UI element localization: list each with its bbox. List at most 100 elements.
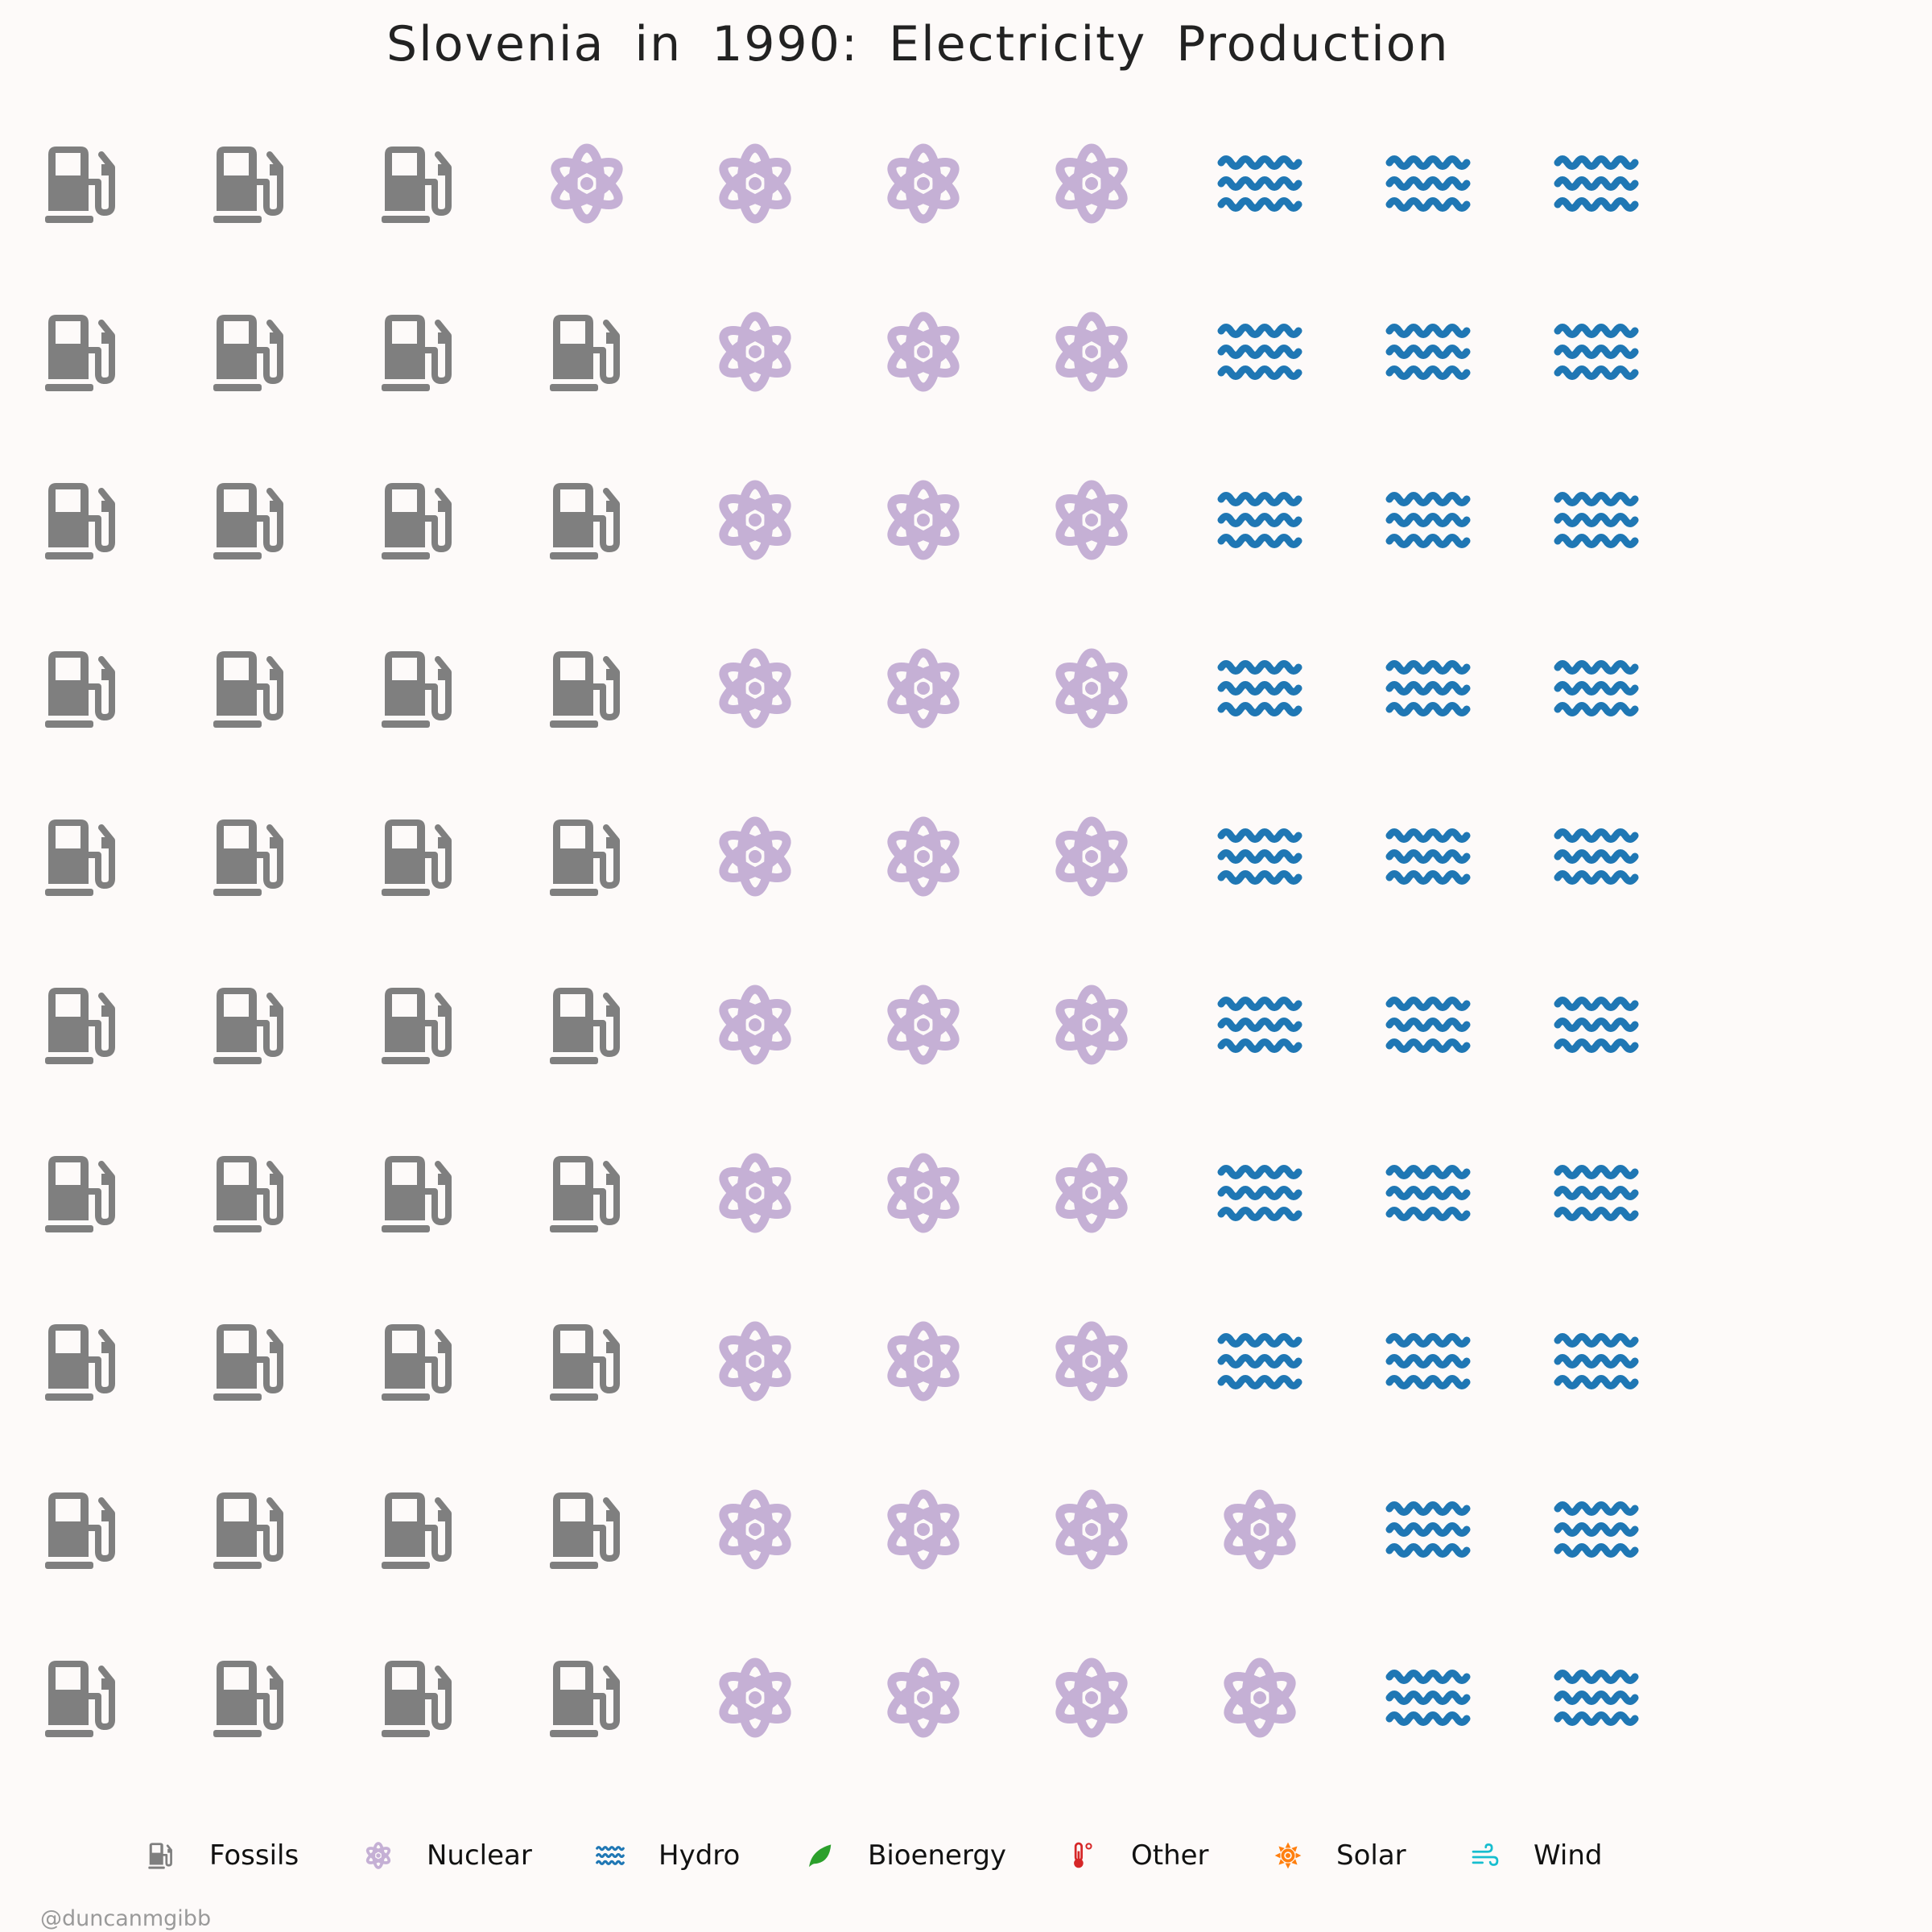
- fuel-pump-icon: [45, 1492, 115, 1569]
- atom-icon: [1055, 648, 1128, 729]
- atom-icon: [719, 816, 791, 897]
- fuel-pump-icon: [213, 315, 283, 391]
- atom-icon: [887, 1321, 960, 1402]
- atom-icon: [1055, 985, 1128, 1065]
- atom-icon: [719, 1153, 791, 1233]
- fuel-pump-icon: [213, 147, 283, 223]
- water-waves-icon: [1385, 1333, 1471, 1389]
- atom-icon: [719, 143, 791, 224]
- atom-icon: [1055, 143, 1128, 224]
- water-waves-icon: [1217, 155, 1302, 212]
- fuel-pump-icon: [382, 651, 452, 728]
- fuel-pump-icon: [382, 819, 452, 896]
- fuel-pump-icon: [45, 1661, 115, 1737]
- water-waves-icon: [1385, 660, 1471, 716]
- water-waves-icon: [1217, 828, 1302, 885]
- fuel-pump-icon: [213, 483, 283, 559]
- water-waves-icon: [1385, 828, 1471, 885]
- credit: @duncanmgibb: [40, 1906, 212, 1931]
- water-waves-icon: [1385, 155, 1471, 212]
- legend: Fossils Nuclear Hydro Bioenergy Other Solar Wi…: [148, 1839, 1602, 1872]
- water-waves-icon: [1554, 155, 1639, 212]
- legend-label: Nuclear: [427, 1839, 532, 1872]
- water-waves-icon: [1554, 1501, 1639, 1558]
- sun-icon: [1274, 1842, 1302, 1869]
- atom-icon: [365, 1842, 391, 1869]
- fuel-pump-icon: [45, 1156, 115, 1232]
- fuel-pump-icon: [45, 483, 115, 559]
- fuel-pump-icon: [213, 819, 283, 896]
- water-waves-icon: [1554, 997, 1639, 1053]
- fuel-pump-icon: [45, 819, 115, 896]
- fuel-pump-icon: [550, 483, 620, 559]
- water-waves-icon: [1217, 660, 1302, 716]
- atom-icon: [719, 312, 791, 392]
- leaf-icon: [809, 1844, 832, 1868]
- fuel-pump-icon: [382, 1156, 452, 1232]
- legend-label: Other: [1131, 1839, 1209, 1872]
- water-waves-icon: [1217, 324, 1302, 380]
- atom-icon: [1055, 312, 1128, 392]
- fuel-pump-icon: [550, 1156, 620, 1232]
- fuel-pump-icon: [550, 1661, 620, 1737]
- fuel-pump-icon: [382, 483, 452, 559]
- atom-icon: [887, 143, 960, 224]
- atom-icon: [719, 480, 791, 560]
- water-waves-icon: [1385, 1165, 1471, 1221]
- atom-icon: [887, 648, 960, 729]
- water-waves-icon: [1554, 828, 1639, 885]
- water-waves-icon: [1217, 492, 1302, 548]
- water-waves-icon: [1217, 1333, 1302, 1389]
- fuel-pump-icon: [550, 819, 620, 896]
- fuel-pump-icon: [550, 988, 620, 1064]
- fuel-pump-icon: [213, 651, 283, 728]
- legend-item: Bioenergy: [809, 1839, 1006, 1872]
- atom-icon: [887, 1657, 960, 1738]
- water-waves-icon: [1385, 492, 1471, 548]
- legend-label: Fossils: [209, 1839, 299, 1872]
- atom-icon: [1055, 1153, 1128, 1233]
- water-waves-icon: [1217, 997, 1302, 1053]
- atom-icon: [887, 985, 960, 1065]
- atom-icon: [1055, 1657, 1128, 1738]
- thermometer-icon: [1074, 1842, 1092, 1868]
- fuel-pump-icon: [382, 1324, 452, 1401]
- fuel-pump-icon: [382, 988, 452, 1064]
- atom-icon: [887, 480, 960, 560]
- legend-item: Solar: [1274, 1839, 1406, 1872]
- fuel-pump-icon: [550, 1324, 620, 1401]
- legend-item: Wind: [1472, 1839, 1602, 1872]
- waffle-chart: [45, 143, 1639, 1738]
- atom-icon: [887, 1489, 960, 1570]
- legend-item: Hydro: [596, 1839, 740, 1872]
- fuel-pump-icon: [382, 315, 452, 391]
- atom-icon: [719, 1489, 791, 1570]
- atom-icon: [1055, 1489, 1128, 1570]
- fuel-pump-icon: [550, 651, 620, 728]
- legend-label: Wind: [1534, 1839, 1602, 1872]
- fuel-pump-icon: [382, 147, 452, 223]
- atom-icon: [719, 985, 791, 1065]
- water-waves-icon: [1554, 324, 1639, 380]
- atom-icon: [887, 1153, 960, 1233]
- fuel-pump-icon: [213, 1324, 283, 1401]
- atom-icon: [887, 312, 960, 392]
- fuel-pump-icon: [45, 651, 115, 728]
- water-waves-icon: [1554, 1165, 1639, 1221]
- fuel-pump-icon: [213, 1492, 283, 1569]
- water-waves-icon: [1554, 660, 1639, 716]
- legend-item: Other: [1074, 1839, 1209, 1872]
- water-waves-icon: [1554, 492, 1639, 548]
- legend-item: Nuclear: [365, 1839, 532, 1872]
- atom-icon: [887, 816, 960, 897]
- atom-icon: [719, 1321, 791, 1402]
- fuel-pump-icon: [382, 1492, 452, 1569]
- atom-icon: [1055, 480, 1128, 560]
- water-waves-icon: [1385, 1670, 1471, 1726]
- fuel-pump-icon: [45, 1324, 115, 1401]
- legend-label: Bioenergy: [868, 1839, 1006, 1872]
- wind-icon: [1472, 1843, 1499, 1866]
- atom-icon: [719, 1657, 791, 1738]
- water-waves-icon: [1385, 997, 1471, 1053]
- water-waves-icon: [1217, 1165, 1302, 1221]
